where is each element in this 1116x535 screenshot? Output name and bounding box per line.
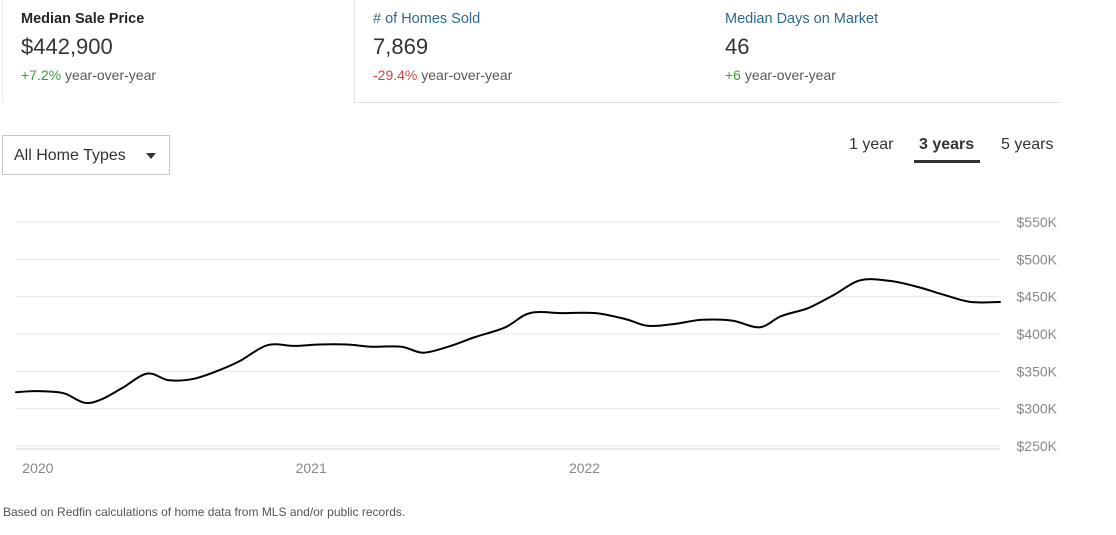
y-tick-label: $500K — [1017, 251, 1058, 267]
y-tick-label: $450K — [1017, 289, 1058, 305]
x-tick-label: 2022 — [569, 460, 600, 476]
stat-change-value: +7.2% — [21, 67, 62, 83]
x-tick-label: 2020 — [22, 460, 53, 476]
range-tab-5-years[interactable]: 5 years — [1001, 136, 1054, 153]
range-tab-3-years[interactable]: 3 years — [919, 136, 975, 153]
stat-change: +7.2% year-over-year — [21, 67, 354, 83]
chart-series — [15, 278, 1001, 405]
stat-tab-median-days-on-market[interactable]: Median Days on Market 46 +6 year-over-ye… — [707, 0, 1060, 103]
y-tick-label: $300K — [1017, 401, 1058, 417]
stat-change: +6 year-over-year — [725, 67, 1060, 83]
selected-range-indicator — [914, 160, 980, 163]
median-sale-price-chart: $550K $500K $450K $400K $350K $300K $250K 2020… — [15, 214, 1058, 476]
stat-label: # of Homes Sold — [373, 11, 481, 27]
range-tab-1-year[interactable]: 1 year — [849, 136, 894, 153]
stat-change-value: -29.4% — [373, 67, 418, 83]
stat-change-suffix: year-over-year — [421, 67, 513, 83]
stat-value: $442,900 — [21, 34, 113, 59]
y-tick-label: $400K — [1017, 326, 1058, 342]
stats-tabs: Median Sale Price $442,900 +7.2% year-ov… — [2, 0, 1060, 103]
y-tick-label: $350K — [1017, 363, 1058, 379]
stat-label: Median Days on Market — [725, 11, 879, 27]
x-tick-label: 2021 — [296, 460, 327, 476]
stat-change-suffix: year-over-year — [64, 67, 157, 83]
stat-change-value: +6 — [725, 67, 741, 83]
y-tick-label: $550K — [1017, 214, 1058, 230]
home-type-select-value: All Home Types — [14, 147, 126, 164]
chart-grid — [16, 221, 1000, 450]
series-line — [15, 278, 1001, 405]
y-axis: $550K $500K $450K $400K $350K $300K $250K — [1017, 214, 1058, 454]
stat-label: Median Sale Price — [21, 11, 145, 27]
footnote: Based on Redfin calculations of home dat… — [3, 505, 406, 519]
home-type-select[interactable]: All Home Types — [2, 135, 170, 175]
caret-down-icon — [146, 153, 156, 159]
stat-value: 46 — [725, 34, 750, 59]
stat-tab-homes-sold[interactable]: # of Homes Sold 7,869 -29.4% year-over-y… — [354, 0, 707, 103]
stat-tab-median-sale-price[interactable]: Median Sale Price $442,900 +7.2% year-ov… — [2, 0, 354, 103]
x-axis: 2020 2021 2022 — [22, 460, 600, 476]
stat-change: -29.4% year-over-year — [373, 67, 707, 83]
stat-value: 7,869 — [373, 34, 429, 59]
stat-change-suffix: year-over-year — [744, 67, 836, 83]
y-tick-label: $250K — [1017, 438, 1058, 454]
